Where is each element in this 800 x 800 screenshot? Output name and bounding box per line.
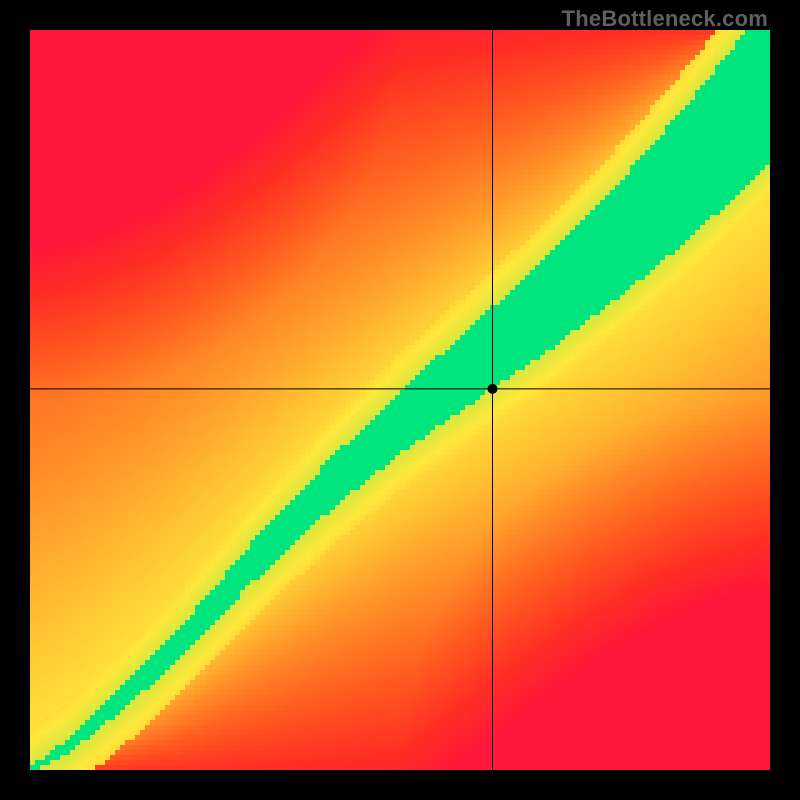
bottleneck-heatmap: [30, 30, 770, 770]
figure-container: TheBottleneck.com: [0, 0, 800, 800]
plot-area: [30, 30, 770, 770]
watermark-text: TheBottleneck.com: [562, 6, 768, 32]
